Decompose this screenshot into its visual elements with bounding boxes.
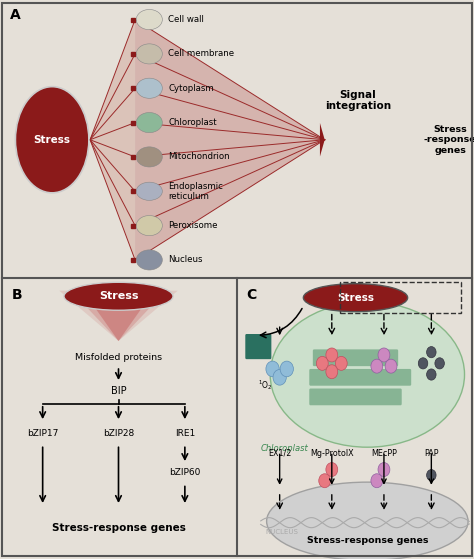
Text: Stress: Stress: [34, 135, 71, 145]
Circle shape: [316, 357, 328, 371]
Ellipse shape: [137, 147, 162, 167]
Text: bZIP17: bZIP17: [27, 429, 58, 438]
Circle shape: [435, 358, 444, 369]
Circle shape: [335, 357, 347, 371]
Ellipse shape: [137, 216, 162, 236]
Text: Stress-response genes: Stress-response genes: [52, 523, 185, 533]
Text: BIP: BIP: [111, 386, 126, 396]
Text: Misfolded proteins: Misfolded proteins: [75, 353, 162, 362]
Polygon shape: [320, 123, 325, 157]
Circle shape: [326, 463, 337, 476]
Text: $^1$O$_2$: $^1$O$_2$: [258, 378, 273, 392]
Polygon shape: [90, 20, 135, 260]
Text: Peroxisome: Peroxisome: [168, 221, 218, 230]
Text: Chloroplast: Chloroplast: [168, 118, 217, 127]
Circle shape: [378, 348, 390, 362]
Circle shape: [371, 359, 383, 373]
Ellipse shape: [270, 302, 465, 447]
Ellipse shape: [15, 87, 89, 193]
Text: Nucleus: Nucleus: [168, 255, 203, 264]
Text: A: A: [9, 8, 20, 22]
Text: Signal
integration: Signal integration: [325, 90, 391, 111]
Circle shape: [319, 474, 331, 487]
Text: Mg-ProtoIX: Mg-ProtoIX: [310, 448, 354, 458]
FancyBboxPatch shape: [309, 369, 411, 386]
FancyBboxPatch shape: [309, 389, 402, 405]
Text: bZIP28: bZIP28: [103, 429, 134, 438]
Circle shape: [326, 348, 337, 362]
Ellipse shape: [137, 250, 162, 270]
Text: Cell membrane: Cell membrane: [168, 49, 235, 58]
Text: IRE1: IRE1: [175, 429, 195, 438]
Polygon shape: [83, 291, 154, 341]
Circle shape: [273, 369, 286, 385]
Text: Stress: Stress: [337, 293, 374, 302]
Ellipse shape: [137, 112, 162, 132]
Text: Cytoplasm: Cytoplasm: [168, 84, 214, 93]
FancyBboxPatch shape: [246, 334, 271, 359]
Ellipse shape: [137, 78, 162, 98]
Circle shape: [280, 361, 293, 377]
Circle shape: [427, 347, 436, 358]
FancyBboxPatch shape: [313, 349, 398, 366]
Text: EX1/2: EX1/2: [268, 448, 292, 458]
Text: Stress-response genes: Stress-response genes: [307, 536, 428, 546]
Polygon shape: [71, 291, 166, 341]
Text: Cell wall: Cell wall: [168, 15, 204, 24]
Circle shape: [378, 463, 390, 476]
Circle shape: [371, 474, 383, 487]
Circle shape: [427, 470, 436, 481]
Text: PAP: PAP: [424, 448, 438, 458]
Ellipse shape: [64, 282, 173, 310]
Ellipse shape: [303, 283, 408, 311]
Ellipse shape: [137, 44, 162, 64]
Text: bZIP60: bZIP60: [169, 468, 201, 477]
Polygon shape: [59, 291, 178, 341]
Text: Stress
-response
genes: Stress -response genes: [424, 125, 474, 155]
Text: MEcPP: MEcPP: [371, 448, 397, 458]
Polygon shape: [135, 20, 325, 260]
Text: Endoplasmic
reticulum: Endoplasmic reticulum: [168, 182, 223, 201]
Circle shape: [326, 364, 337, 379]
Ellipse shape: [266, 482, 468, 559]
Text: Mitochondrion: Mitochondrion: [168, 153, 230, 162]
Circle shape: [385, 359, 397, 373]
Text: Chloroplast: Chloroplast: [261, 444, 309, 453]
Circle shape: [266, 361, 279, 377]
Ellipse shape: [137, 10, 162, 30]
Circle shape: [427, 369, 436, 380]
Text: Stress: Stress: [99, 291, 138, 301]
Text: B: B: [12, 288, 22, 302]
Ellipse shape: [137, 182, 162, 200]
Text: C: C: [246, 288, 257, 302]
Text: NUCLEUS: NUCLEUS: [265, 529, 298, 535]
Circle shape: [418, 358, 428, 369]
